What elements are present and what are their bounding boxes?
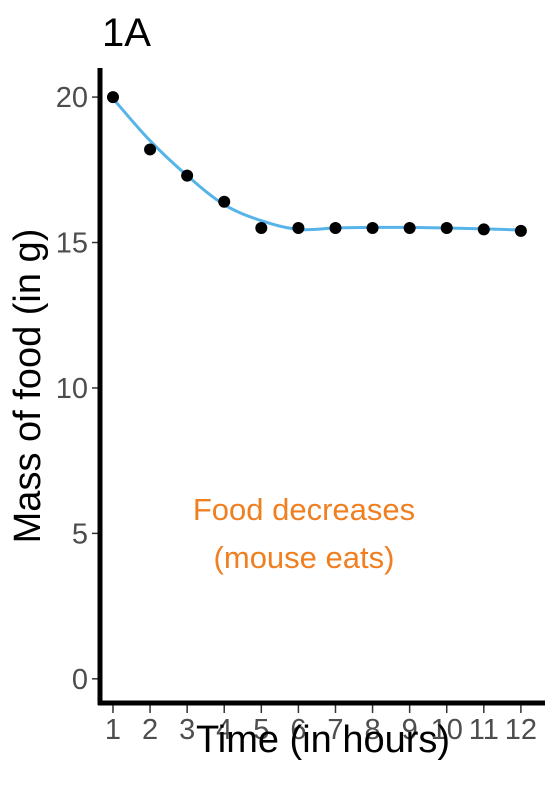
x-tick-label: 5 xyxy=(253,714,269,746)
y-axis-ticks: 0 5 10 15 20 xyxy=(56,82,100,696)
x-tick-label: 1 xyxy=(105,714,121,746)
x-tick-label: 11 xyxy=(469,714,499,746)
x-tick-label: 3 xyxy=(179,714,195,746)
data-point xyxy=(255,221,268,234)
x-tick-label: 7 xyxy=(327,714,343,746)
annotation-line-1: Food decreases xyxy=(193,492,415,527)
data-point xyxy=(514,224,527,237)
y-tick-label: 15 xyxy=(56,228,88,260)
y-axis-label: Mass of food (in g) xyxy=(7,229,49,544)
x-tick-label: 6 xyxy=(290,714,306,746)
data-point xyxy=(218,195,231,208)
data-points xyxy=(106,91,527,237)
data-point xyxy=(366,221,379,234)
x-tick-label: 4 xyxy=(216,714,232,746)
y-tick-label: 10 xyxy=(56,373,88,405)
y-tick-label: 5 xyxy=(72,518,88,550)
x-axis-label: Time (in hours) xyxy=(196,719,450,761)
y-tick-label: 20 xyxy=(56,82,88,114)
x-tick-label: 10 xyxy=(431,714,463,746)
chart-title: 1A xyxy=(102,11,151,55)
annotation-line-2: (mouse eats) xyxy=(214,540,395,575)
data-point xyxy=(403,221,416,234)
data-point xyxy=(329,221,342,234)
data-point xyxy=(106,91,119,104)
x-axis-ticks: 1 2 3 4 5 6 7 8 9 10 11 12 xyxy=(105,705,537,746)
data-point xyxy=(292,221,305,234)
y-tick-label: 0 xyxy=(72,664,88,696)
data-point xyxy=(181,169,194,182)
trend-line xyxy=(111,97,521,232)
x-tick-label: 9 xyxy=(402,714,418,746)
x-tick-label: 2 xyxy=(142,714,158,746)
data-point xyxy=(477,223,490,236)
x-tick-label: 8 xyxy=(364,714,380,746)
data-point xyxy=(144,143,157,156)
x-tick-label: 12 xyxy=(505,714,537,746)
data-point xyxy=(440,221,453,234)
